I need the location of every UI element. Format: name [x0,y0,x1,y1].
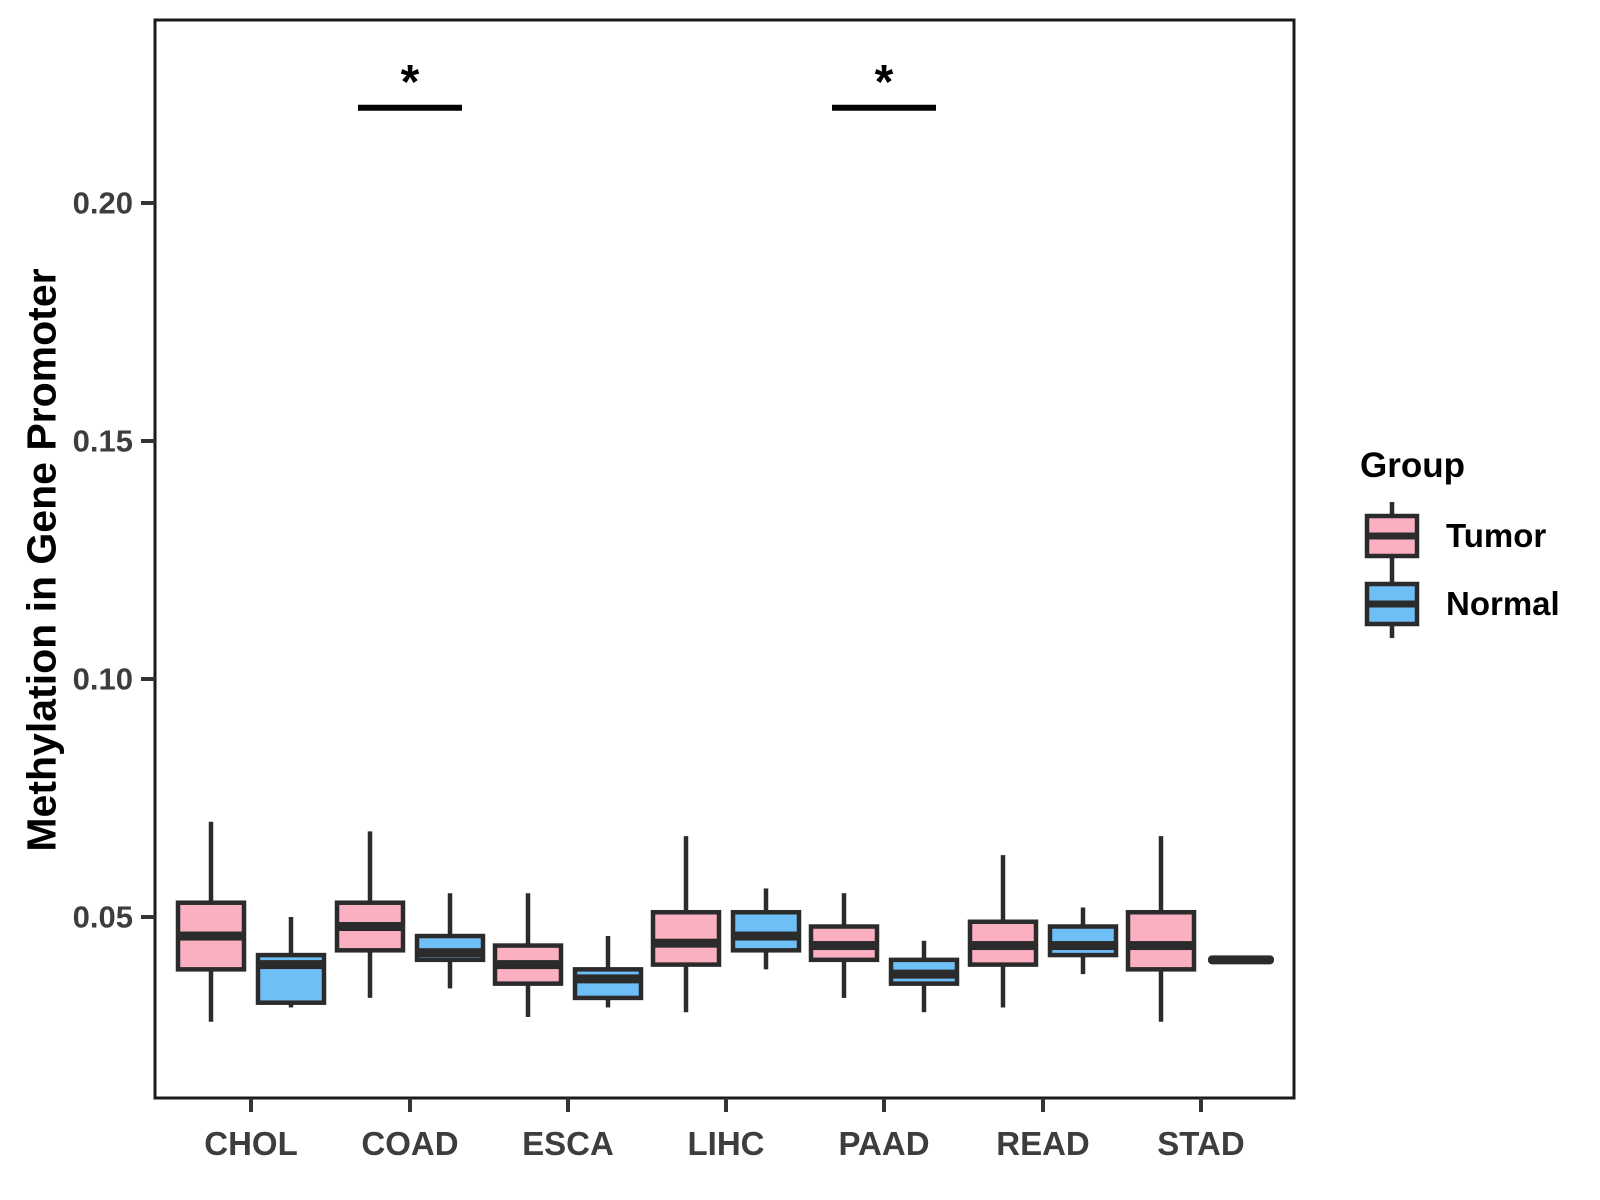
legend-item-tumor: Tumor [1364,502,1546,570]
median-READ-Tumor [972,941,1034,951]
median-COAD-Tumor [339,922,401,932]
median-STAD-Tumor [1130,941,1192,951]
y-tick-label: 0.10 [73,662,133,697]
x-category-label: STAD [1157,1125,1244,1162]
tumor-boxplot-key-icon [1364,502,1420,570]
median-READ-Normal [1052,941,1114,951]
x-category-label: COAD [361,1125,458,1162]
y-tick-label: 0.20 [73,186,133,221]
box-STAD-Tumor [1125,909,1197,972]
median-ESCA-Tumor [497,960,559,970]
median-dash-STAD-Normal [1208,955,1274,965]
x-category-label: LIHC [688,1125,765,1162]
y-axis-title: Methylation in Gene Promoter [18,268,65,852]
significance-star-PAAD: * [875,56,894,109]
median-ESCA-Normal [577,974,639,984]
legend-item-label: Normal [1446,585,1560,622]
normal-boxplot-key-icon [1364,570,1420,638]
median-CHOL-Normal [260,960,322,970]
box-LIHC-Normal [730,909,802,953]
legend-item-label: Tumor [1446,517,1547,554]
box-ESCA-Normal [572,967,644,1001]
median-COAD-Normal [419,948,481,958]
median-PAAD-Normal [893,969,955,979]
y-tick-label: 0.15 [73,424,133,459]
key-median [1369,532,1415,540]
key-median [1369,600,1415,608]
legend-item-normal: Normal [1364,570,1560,638]
y-tick-label: 0.05 [73,900,133,935]
x-category-label: PAAD [838,1125,929,1162]
x-category-label: READ [996,1125,1090,1162]
x-category-label: CHOL [204,1125,298,1162]
x-category-label: ESCA [522,1125,614,1162]
significance-star-COAD: * [401,56,420,109]
box-LIHC-Tumor [650,909,722,967]
median-CHOL-Tumor [180,931,242,941]
median-LIHC-Normal [735,931,797,941]
legend-title: Group [1360,446,1465,485]
box-READ-Normal [1047,924,1119,958]
median-PAAD-Tumor [813,941,875,951]
median-LIHC-Tumor [655,938,717,948]
panel-border [153,18,1296,1100]
